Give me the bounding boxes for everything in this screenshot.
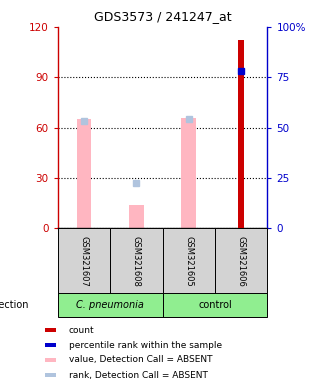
Text: GSM321608: GSM321608: [132, 236, 141, 286]
Bar: [162, 293, 267, 317]
Text: control: control: [198, 300, 232, 310]
Bar: [45, 343, 56, 347]
Text: percentile rank within the sample: percentile rank within the sample: [69, 341, 222, 349]
Text: rank, Detection Call = ABSENT: rank, Detection Call = ABSENT: [69, 371, 208, 380]
Bar: [58, 228, 110, 294]
Bar: [162, 228, 215, 294]
Bar: [182, 118, 196, 228]
Text: GSM321606: GSM321606: [237, 236, 246, 286]
Bar: [110, 228, 162, 294]
Text: C. pneumonia: C. pneumonia: [76, 300, 144, 310]
Bar: [77, 119, 91, 228]
Bar: [129, 205, 144, 228]
Bar: [58, 293, 162, 317]
Text: count: count: [69, 326, 94, 335]
Bar: [45, 373, 56, 377]
Bar: [45, 328, 56, 332]
Bar: [238, 40, 245, 228]
Text: GSM321607: GSM321607: [80, 236, 88, 286]
Text: value, Detection Call = ABSENT: value, Detection Call = ABSENT: [69, 355, 212, 364]
Text: infection: infection: [0, 300, 29, 310]
Bar: [45, 358, 56, 362]
Bar: [215, 228, 267, 294]
Title: GDS3573 / 241247_at: GDS3573 / 241247_at: [94, 10, 231, 23]
Text: GSM321605: GSM321605: [184, 236, 193, 286]
